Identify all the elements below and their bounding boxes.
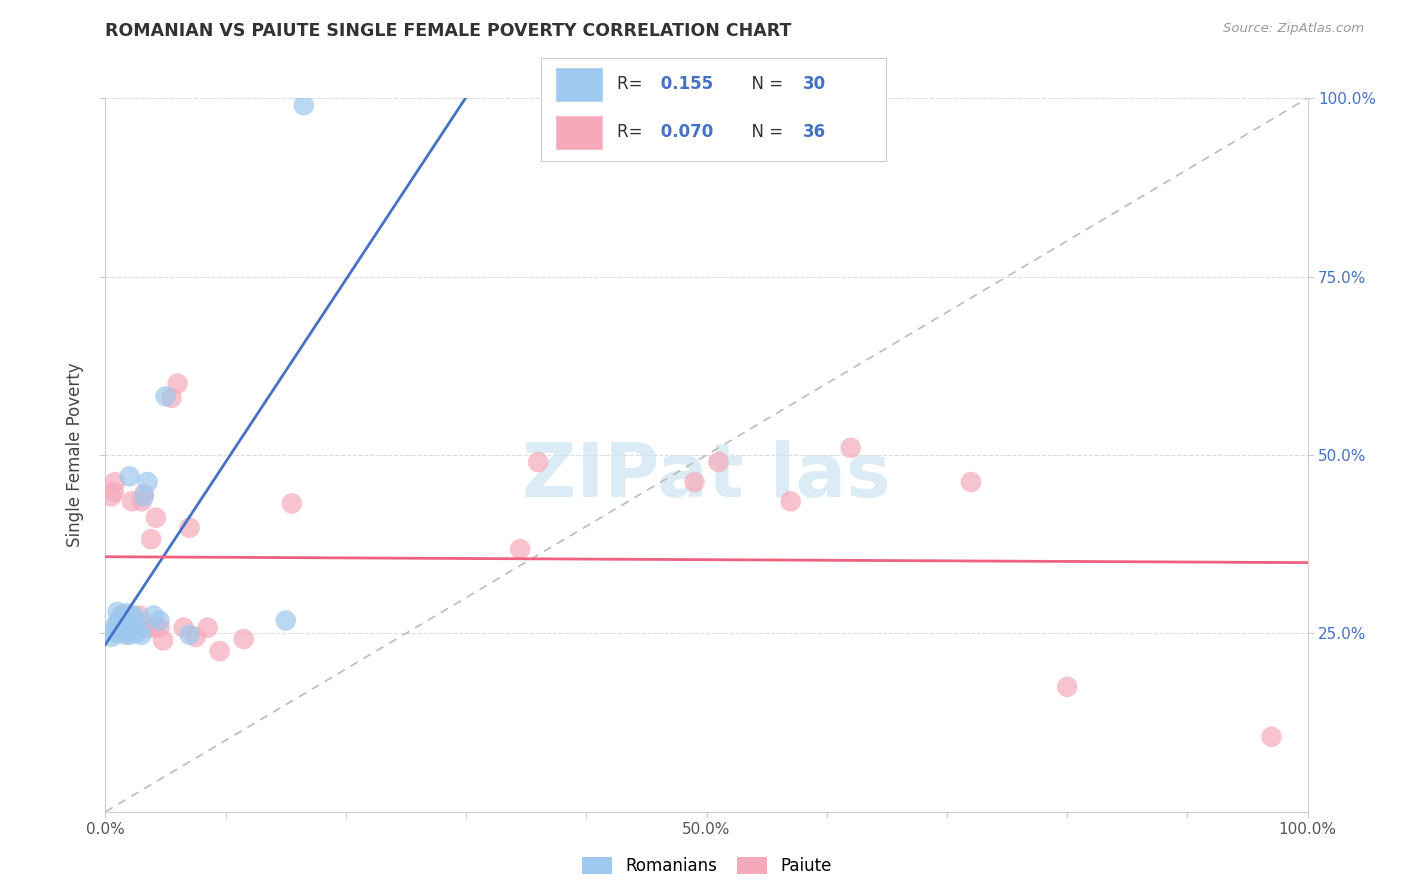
Point — [118, 615, 141, 630]
Point — [112, 612, 135, 626]
Point — [107, 605, 129, 619]
Text: N =: N = — [741, 123, 789, 141]
Point — [100, 630, 122, 644]
Text: 30: 30 — [803, 75, 827, 93]
Point — [118, 469, 141, 483]
Point — [124, 621, 146, 635]
Text: R=: R= — [617, 75, 648, 93]
Point — [160, 391, 183, 405]
Text: Source: ZipAtlas.com: Source: ZipAtlas.com — [1223, 22, 1364, 36]
Point — [179, 521, 201, 535]
Point — [112, 623, 135, 637]
Text: ZIPat las: ZIPat las — [522, 440, 891, 513]
Point — [707, 455, 730, 469]
Text: N =: N = — [741, 75, 789, 93]
Point — [839, 441, 862, 455]
Text: ROMANIAN VS PAIUTE SINGLE FEMALE POVERTY CORRELATION CHART: ROMANIAN VS PAIUTE SINGLE FEMALE POVERTY… — [105, 22, 792, 40]
Text: R=: R= — [617, 123, 648, 141]
Point — [960, 475, 983, 489]
Point — [152, 633, 174, 648]
Point — [232, 632, 254, 646]
Point — [173, 621, 195, 635]
Point — [118, 608, 141, 623]
Point — [115, 621, 138, 635]
Point — [132, 487, 155, 501]
Point — [132, 489, 155, 503]
Point — [142, 621, 165, 635]
Point — [197, 621, 219, 635]
Point — [112, 608, 135, 623]
Point — [142, 608, 165, 623]
Point — [145, 510, 167, 524]
Point — [136, 621, 159, 635]
Point — [1260, 730, 1282, 744]
Point — [274, 614, 297, 628]
Point — [128, 622, 150, 636]
Point — [148, 621, 170, 635]
FancyBboxPatch shape — [555, 115, 603, 150]
Point — [527, 455, 550, 469]
Point — [103, 624, 125, 639]
Point — [184, 630, 207, 644]
Point — [128, 608, 150, 623]
FancyBboxPatch shape — [555, 67, 603, 102]
Point — [107, 615, 129, 630]
Point — [121, 621, 143, 635]
Point — [121, 494, 143, 508]
Point — [122, 608, 145, 623]
Point — [155, 389, 177, 403]
Point — [115, 617, 138, 632]
Point — [124, 626, 146, 640]
Point — [108, 614, 131, 628]
Point — [1056, 680, 1078, 694]
Point — [104, 475, 127, 489]
Point — [139, 532, 162, 546]
Point — [118, 628, 141, 642]
Y-axis label: Single Female Poverty: Single Female Poverty — [66, 363, 84, 547]
Point — [509, 542, 531, 557]
Point — [779, 494, 801, 508]
Text: 0.070: 0.070 — [655, 123, 713, 141]
Legend: Romanians, Paiute: Romanians, Paiute — [575, 850, 838, 882]
Point — [208, 644, 231, 658]
Point — [124, 612, 146, 626]
Point — [107, 626, 129, 640]
Point — [179, 628, 201, 642]
Point — [131, 628, 153, 642]
Point — [683, 475, 706, 489]
Point — [115, 607, 138, 621]
Point — [100, 489, 122, 503]
Point — [115, 628, 138, 642]
Point — [136, 475, 159, 489]
Point — [292, 98, 315, 112]
Point — [148, 614, 170, 628]
Point — [166, 376, 188, 391]
Point — [110, 608, 132, 623]
Point — [104, 619, 127, 633]
Point — [131, 494, 153, 508]
Text: 0.155: 0.155 — [655, 75, 713, 93]
Point — [108, 621, 131, 635]
Text: 36: 36 — [803, 123, 827, 141]
Point — [103, 485, 125, 500]
Point — [281, 496, 304, 510]
